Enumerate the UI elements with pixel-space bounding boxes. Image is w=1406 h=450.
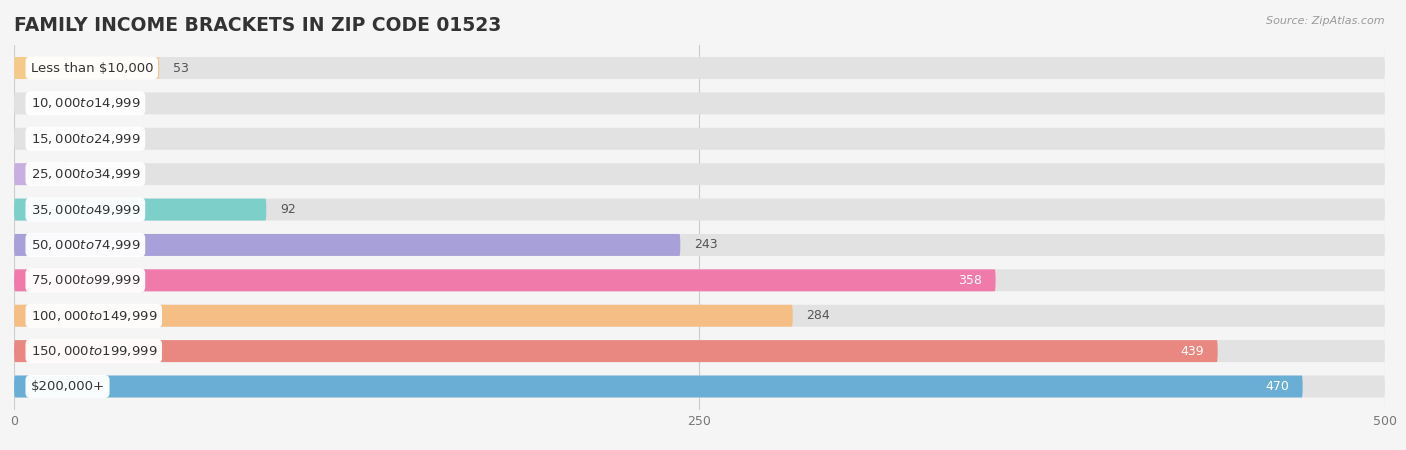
Text: $35,000 to $49,999: $35,000 to $49,999 (31, 202, 141, 216)
PathPatch shape (14, 198, 1385, 220)
PathPatch shape (14, 198, 266, 220)
Text: $15,000 to $24,999: $15,000 to $24,999 (31, 132, 141, 146)
Text: 358: 358 (957, 274, 981, 287)
Text: $200,000+: $200,000+ (31, 380, 104, 393)
Text: 53: 53 (173, 62, 188, 75)
Text: FAMILY INCOME BRACKETS IN ZIP CODE 01523: FAMILY INCOME BRACKETS IN ZIP CODE 01523 (14, 16, 502, 35)
Text: 243: 243 (695, 238, 717, 252)
Text: $100,000 to $149,999: $100,000 to $149,999 (31, 309, 157, 323)
PathPatch shape (14, 234, 681, 256)
Text: 470: 470 (1265, 380, 1289, 393)
PathPatch shape (14, 305, 1385, 327)
Text: 0: 0 (28, 132, 35, 145)
Text: $50,000 to $74,999: $50,000 to $74,999 (31, 238, 141, 252)
PathPatch shape (14, 340, 1385, 362)
PathPatch shape (14, 163, 1385, 185)
Text: $10,000 to $14,999: $10,000 to $14,999 (31, 96, 141, 110)
PathPatch shape (14, 376, 1385, 397)
PathPatch shape (14, 128, 1385, 150)
Text: $75,000 to $99,999: $75,000 to $99,999 (31, 273, 141, 288)
PathPatch shape (14, 305, 793, 327)
PathPatch shape (14, 92, 1385, 114)
Text: 0: 0 (28, 97, 35, 110)
PathPatch shape (14, 163, 69, 185)
Text: 92: 92 (280, 203, 295, 216)
PathPatch shape (14, 376, 1303, 397)
PathPatch shape (14, 270, 1385, 291)
PathPatch shape (14, 340, 1218, 362)
PathPatch shape (14, 270, 995, 291)
Text: $150,000 to $199,999: $150,000 to $199,999 (31, 344, 157, 358)
Text: 20: 20 (83, 168, 98, 180)
Text: Less than $10,000: Less than $10,000 (31, 62, 153, 75)
Text: 284: 284 (807, 309, 830, 322)
PathPatch shape (14, 234, 1385, 256)
Text: 439: 439 (1180, 345, 1204, 358)
PathPatch shape (14, 57, 1385, 79)
Text: Source: ZipAtlas.com: Source: ZipAtlas.com (1267, 16, 1385, 26)
PathPatch shape (14, 57, 159, 79)
Text: $25,000 to $34,999: $25,000 to $34,999 (31, 167, 141, 181)
